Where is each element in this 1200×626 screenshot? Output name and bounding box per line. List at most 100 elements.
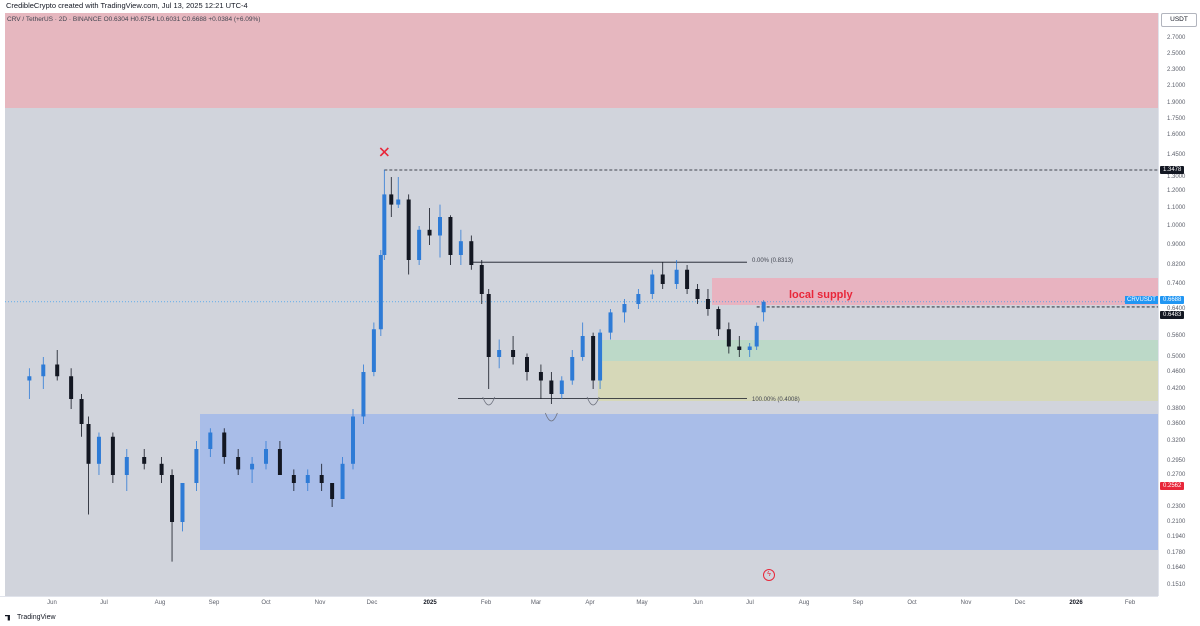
candle-body — [622, 304, 627, 313]
top-bar: CredibleCrypto created with TradingView.… — [0, 0, 1200, 12]
candle-body — [170, 475, 175, 522]
price-tick: 1.6000 — [1167, 132, 1186, 138]
time-tick: Jul — [746, 600, 754, 606]
symbol-label: CRV / TetherUS · 2D · BINANCE — [7, 16, 102, 23]
candle-body — [660, 274, 665, 284]
candle-body — [79, 399, 84, 424]
candle-body — [538, 372, 543, 381]
candle-body — [86, 424, 91, 464]
candle-body — [427, 229, 432, 236]
yellow-demand-zone — [598, 361, 1158, 401]
price-tick: 0.2100 — [1167, 519, 1186, 525]
price-tick: 2.7000 — [1167, 35, 1186, 41]
event-bolt-icon[interactable]: ϟ — [763, 569, 775, 581]
candle-body — [27, 376, 32, 381]
price-tick: 1.2000 — [1167, 188, 1186, 194]
time-tick: Feb — [1124, 600, 1136, 606]
candle-body — [208, 432, 213, 449]
candlestick-chart — [5, 147, 1158, 562]
price-axis[interactable]: USDT 2.7000 2.5000 2.3000 2.1000 1.9000 1.750… — [1158, 13, 1200, 596]
candle-body — [705, 299, 710, 309]
green-demand-zone — [598, 340, 1158, 361]
tradingview-logo: TradingView — [5, 614, 56, 621]
price-badge: 0.6483 — [1160, 310, 1185, 319]
time-tick: Jun — [693, 600, 703, 606]
time-tick: Aug — [798, 600, 810, 606]
candle-body — [695, 289, 700, 299]
candle-body — [264, 449, 268, 464]
candle-body — [417, 229, 422, 260]
candle-body — [570, 357, 575, 381]
price-tick: 0.1510 — [1167, 582, 1186, 588]
candle-body — [382, 194, 387, 255]
price-tick: 0.2950 — [1167, 458, 1186, 464]
blue-range-zone — [200, 414, 1158, 550]
price-tick: 1.1000 — [1167, 205, 1186, 211]
brand-label: TradingView — [17, 614, 56, 621]
candle-body — [754, 325, 759, 347]
candle-body — [142, 457, 147, 464]
time-tick: May — [636, 600, 648, 606]
price-tick: 0.4200 — [1167, 386, 1186, 392]
candle-body — [737, 346, 742, 350]
time-tick: Nov — [314, 600, 326, 606]
price-tick: 0.4600 — [1167, 369, 1186, 375]
fib-top-label: 0.00% (0.8313) — [752, 258, 794, 264]
local-supply-zone — [712, 278, 1158, 305]
candle-body — [330, 483, 335, 499]
ohlc-readout: O0.6304 H0.6754 L0.6031 C0.6688 +0.0384 … — [103, 16, 261, 23]
candle-body — [351, 416, 355, 464]
swing-low-curve — [586, 396, 600, 406]
price-tick: 0.5600 — [1167, 333, 1186, 339]
candle-body — [340, 463, 345, 499]
candle-body — [406, 199, 411, 260]
candle-body — [396, 199, 401, 205]
candle-body — [291, 475, 296, 483]
candle-body — [448, 217, 453, 255]
price-badge: 0.2562 — [1160, 482, 1185, 491]
candle-body — [549, 380, 554, 394]
price-tick: 0.8200 — [1167, 262, 1186, 268]
candle-body — [389, 194, 394, 205]
time-tick: Feb — [480, 600, 492, 606]
candle-body — [222, 432, 227, 457]
candle-body — [371, 329, 376, 372]
price-tick: 2.1000 — [1167, 83, 1186, 89]
time-tick: Sep — [852, 600, 864, 606]
chart-legend: CRV / TetherUS · 2D · BINANCE O0.6304 H0… — [7, 16, 260, 23]
price-tick: 1.7500 — [1167, 116, 1186, 122]
time-tick: Oct — [907, 600, 917, 606]
price-tick: 0.6400 — [1167, 306, 1186, 312]
candle-body — [761, 301, 766, 313]
price-tick: 0.1940 — [1167, 534, 1186, 540]
candle-body — [361, 372, 366, 417]
candle-body — [277, 449, 282, 475]
candle-body — [747, 346, 752, 350]
candle-body — [598, 332, 603, 381]
chart-plot-area[interactable]: CRV / TetherUS · 2D · BINANCE O0.6304 H0… — [5, 13, 1158, 596]
candle-body — [41, 364, 46, 377]
time-axis[interactable]: Jun Jul Aug Sep Oct Nov Dec 2025 Feb Mar Apr May Jun… — [0, 596, 1158, 610]
candle-body — [580, 336, 585, 357]
price-tick: 0.2700 — [1167, 472, 1186, 478]
candle-body — [511, 350, 516, 357]
price-tick: 0.5000 — [1167, 354, 1186, 360]
footer: TradingView — [0, 610, 1200, 626]
candle-body — [305, 475, 310, 483]
price-tick: 0.2300 — [1167, 504, 1186, 510]
price-badge: 1.3478 — [1160, 165, 1185, 174]
local-supply-label: local supply — [789, 289, 853, 301]
swing-low-curve — [544, 412, 558, 422]
candle-body — [525, 357, 529, 372]
price-tick: 0.1640 — [1167, 565, 1186, 571]
currency-unit[interactable]: USDT — [1161, 13, 1197, 27]
candle-body — [319, 475, 324, 483]
candle-body — [180, 483, 185, 522]
time-tick: Oct — [261, 600, 271, 606]
price-tick: 0.3800 — [1167, 406, 1186, 412]
symbol-badge: CRVUSDT — [1125, 295, 1158, 304]
price-tick: 2.3000 — [1167, 67, 1186, 73]
time-tick: 2026 — [1069, 600, 1083, 606]
price-tick: 1.9000 — [1167, 100, 1186, 106]
candle-body — [96, 436, 101, 464]
